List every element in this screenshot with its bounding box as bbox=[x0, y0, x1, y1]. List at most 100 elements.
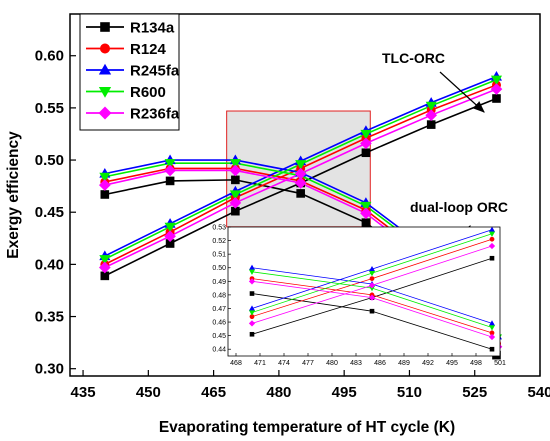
inset-point-r124-tlc bbox=[369, 276, 375, 281]
inset-y-tick-label: 0.44 bbox=[212, 347, 226, 354]
inset-point-r236fa-dual bbox=[368, 294, 376, 301]
data-point-r236fa-dual bbox=[98, 179, 111, 191]
inset-point-r600-tlc bbox=[248, 310, 256, 316]
y-tick-label: 0.50 bbox=[35, 152, 64, 169]
x-tick-label: 495 bbox=[332, 384, 357, 401]
inset-x-tick-label: 483 bbox=[350, 360, 362, 367]
legend-label: R245fa bbox=[130, 63, 180, 80]
inset-point-r134a-dual bbox=[249, 291, 255, 296]
inset-point-r245fa-tlc bbox=[368, 265, 376, 272]
data-point-r600-dual bbox=[99, 172, 111, 183]
inset-point-r236fa-dual bbox=[248, 278, 256, 285]
inset-point-r245fa-tlc bbox=[488, 226, 496, 232]
inset-point-r236fa-tlc bbox=[488, 242, 496, 250]
legend-label: R600 bbox=[130, 84, 166, 101]
inset-point-r600-dual bbox=[488, 325, 496, 331]
inset-y-tick-label: 0.51 bbox=[212, 252, 226, 259]
y-tick-label: 0.30 bbox=[35, 361, 64, 378]
inset-x-tick-label: 492 bbox=[422, 360, 434, 367]
data-point-r600-tlc bbox=[229, 190, 241, 201]
inset-y-tick-label: 0.53 bbox=[212, 225, 226, 232]
inset-y-tick-label: 0.49 bbox=[212, 279, 226, 286]
legend-marker bbox=[98, 106, 112, 120]
data-point-r134a-dual bbox=[361, 218, 371, 227]
inset-x-tick-label: 498 bbox=[470, 360, 482, 367]
inset-x-tick-label: 480 bbox=[326, 360, 338, 367]
y-tick-label: 0.55 bbox=[35, 100, 64, 117]
y-tick-label: 0.40 bbox=[35, 256, 64, 273]
inset-point-r134a-tlc bbox=[489, 255, 495, 261]
legend-marker bbox=[100, 22, 110, 32]
legend-label: R134a bbox=[130, 20, 175, 37]
data-point-r236fa-tlc bbox=[229, 196, 242, 209]
annotation-dual-loop-orc: dual-loop ORC bbox=[410, 199, 508, 215]
legend-label: R124 bbox=[130, 41, 167, 58]
inset-x-tick-label: 486 bbox=[374, 360, 386, 367]
legend: R134a R124 R245fa R600 R236fa bbox=[79, 13, 180, 131]
data-point-r134a-dual bbox=[100, 190, 110, 199]
inset-y-tick-label: 0.48 bbox=[212, 292, 226, 299]
inset-point-r245fa-dual bbox=[488, 320, 496, 326]
main-axes: 435 450 465 480 495 510 525 540 0.30 0.35 0.40 0.45… bbox=[35, 48, 550, 401]
inset-x-tick-label: 489 bbox=[398, 360, 410, 367]
inset-x-tick-label: 477 bbox=[302, 360, 314, 367]
inset-x-tick-label: 501 bbox=[494, 360, 506, 367]
data-point-r134a-tlc bbox=[492, 94, 501, 103]
data-point-r134a-dual bbox=[296, 189, 305, 198]
inset-point-r124-tlc bbox=[489, 236, 495, 242]
data-point-r134a-tlc bbox=[361, 148, 371, 158]
data-point-r236fa-tlc bbox=[360, 137, 372, 150]
tlc-orc-arrow bbox=[439, 71, 485, 113]
inset-point-r134a-dual bbox=[369, 308, 375, 314]
x-tick-label: 480 bbox=[266, 384, 291, 401]
data-point-r236fa-tlc bbox=[98, 261, 111, 274]
inset-point-r236fa-dual bbox=[488, 333, 496, 341]
inset-point-r600-tlc bbox=[368, 270, 376, 277]
inset-point-r600-dual bbox=[248, 269, 256, 275]
inset-x-tick-label: 468 bbox=[230, 360, 242, 367]
inset-point-r600-tlc bbox=[488, 231, 496, 237]
x-tick-label: 510 bbox=[397, 384, 422, 401]
data-point-r600-tlc bbox=[295, 160, 307, 170]
x-tick-label: 450 bbox=[136, 384, 161, 401]
inset-y-tick-label: 0.52 bbox=[212, 238, 226, 245]
legend-marker bbox=[99, 43, 111, 54]
inset-point-r245fa-dual bbox=[248, 264, 256, 270]
inset-frame bbox=[227, 226, 501, 357]
inset-y-tick-label: 0.45 bbox=[212, 333, 226, 340]
inset-axes: 468 471 474 477 480 483 486 489 492 495 498 501 0.44… bbox=[212, 225, 506, 368]
data-point-r236fa-dual bbox=[229, 164, 242, 177]
data-point-r600-dual bbox=[360, 201, 372, 212]
data-point-r600-dual bbox=[164, 159, 176, 169]
data-point-r134a-dual bbox=[165, 176, 175, 186]
legend-box bbox=[79, 13, 180, 131]
data-point-r134a-tlc bbox=[426, 120, 436, 129]
data-point-r600-tlc bbox=[99, 255, 111, 265]
plot-frame bbox=[69, 13, 541, 377]
inset-zoom-plot: 468 471 474 477 480 483 486 489 492 495 498 501 0.44… bbox=[212, 225, 506, 368]
legend-label: R236fa bbox=[130, 106, 180, 123]
data-point-r134a-dual bbox=[231, 175, 240, 185]
data-point-r600-tlc bbox=[490, 75, 502, 86]
data-point-r236fa-dual bbox=[360, 207, 372, 220]
annotation-tlc-orc: TLC-ORC bbox=[382, 50, 445, 66]
data-point-r600-tlc bbox=[164, 222, 176, 233]
inset-point-r245fa-tlc bbox=[248, 305, 256, 311]
legend-marker bbox=[98, 63, 112, 75]
data-point-r600-tlc bbox=[425, 101, 437, 112]
inset-y-tick-label: 0.46 bbox=[212, 320, 226, 327]
inset-point-r134a-dual bbox=[489, 346, 495, 352]
inset-point-r236fa-tlc bbox=[368, 282, 376, 289]
inset-x-tick-label: 495 bbox=[446, 360, 458, 367]
inset-x-tick-label: 474 bbox=[278, 360, 290, 367]
inset-background bbox=[228, 227, 500, 356]
x-tick-label: 435 bbox=[71, 384, 96, 401]
inset-series bbox=[248, 226, 496, 352]
y-tick-label: 0.45 bbox=[35, 204, 64, 221]
inset-y-tick-label: 0.50 bbox=[212, 265, 226, 272]
x-axis-title: Evaporating temperature of HT cycle (K) bbox=[159, 419, 455, 436]
legend-marker bbox=[98, 86, 112, 98]
data-point-r600-dual bbox=[229, 159, 241, 169]
y-axis-title: Exergy efficiency bbox=[5, 131, 22, 259]
